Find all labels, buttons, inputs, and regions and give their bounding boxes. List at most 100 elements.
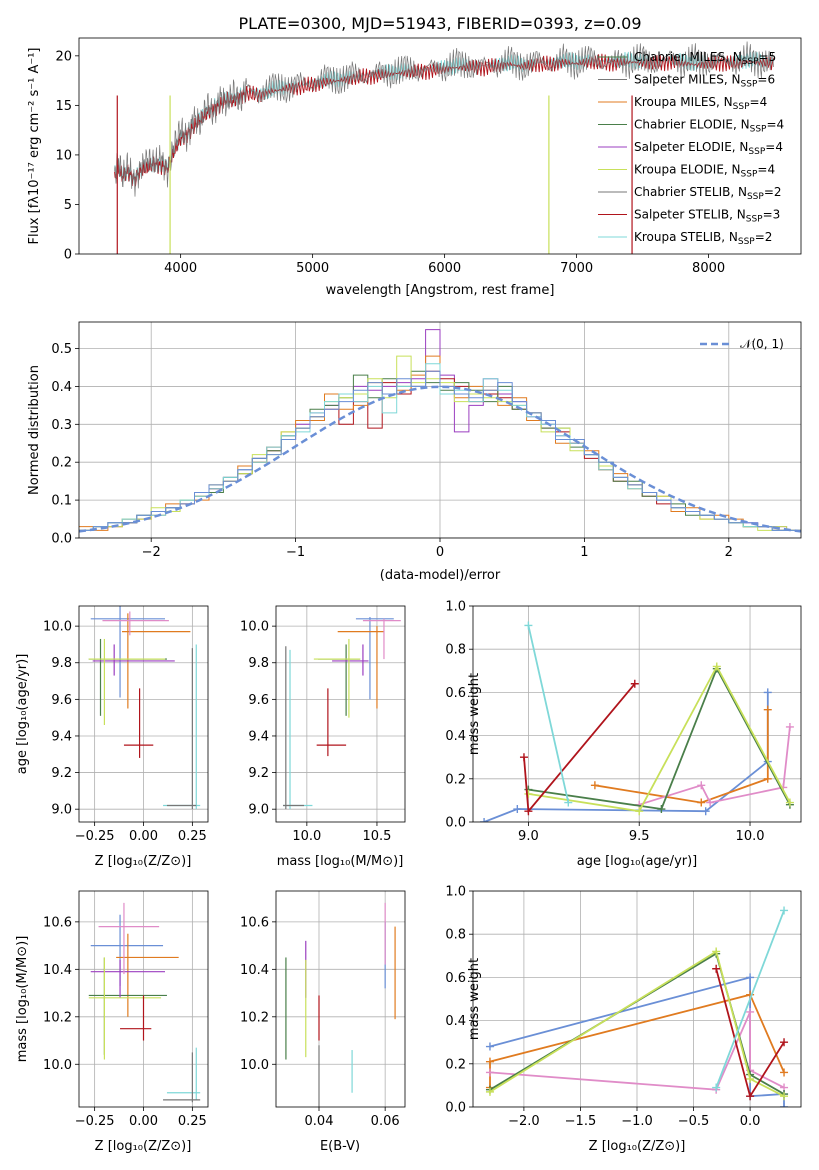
y-tick-label: 10.4	[240, 963, 269, 978]
y-tick-label: 0.6	[445, 686, 466, 701]
weight-point	[513, 805, 522, 814]
weight-point	[712, 662, 721, 671]
x-tick-label: −1.0	[621, 1114, 653, 1129]
axes-frame	[78, 890, 209, 1108]
y-tick-label: 9.0	[248, 803, 269, 818]
y-tick-label: 10.2	[240, 1010, 269, 1025]
y-tick-label: 9.2	[51, 766, 72, 781]
plot-area-residuals	[79, 322, 801, 538]
x-tick-label: −0.25	[75, 1114, 115, 1129]
plot-area-age_vs_Z	[79, 606, 208, 822]
y-tick-label: 9.4	[51, 729, 72, 744]
histogram-step	[79, 370, 801, 531]
y-axis-label: age [log₁₀(age/yr)]	[15, 654, 30, 775]
legend-label: Chabrier ELODIE, NSSP=4	[634, 118, 784, 135]
weight-point	[524, 789, 533, 798]
plot-area-mass_vs_ebv	[276, 891, 405, 1107]
y-tick-label: 0	[64, 248, 72, 263]
weight-point	[763, 705, 772, 714]
y-tick-label: 0.0	[445, 1101, 466, 1116]
weight-point	[780, 1103, 789, 1107]
y-tick-label: 0.6	[445, 971, 466, 986]
weight-point	[780, 1092, 789, 1101]
legend-label: Chabrier STELIB, NSSP=2	[634, 185, 782, 202]
x-axis-label: (data-model)/error	[380, 568, 501, 583]
weight-point	[746, 973, 755, 982]
y-tick-label: 0.2	[51, 456, 72, 471]
y-tick-label: 10	[55, 148, 72, 163]
y-tick-label: 0.2	[445, 772, 466, 787]
y-tick-label: 10.0	[240, 620, 269, 635]
axes-frame	[275, 605, 406, 823]
y-tick-label: 10.6	[43, 915, 72, 930]
y-tick-label: 9.8	[51, 656, 72, 671]
panel-age_vs_mass: 10.0 10.5 9.0 9.2 9.4 9.6 9.8 10.0 mass [log₁₀(M…	[240, 605, 406, 869]
y-tick-label: 0.5	[51, 342, 72, 357]
weight-point	[763, 774, 772, 783]
y-tick-label: 0.1	[51, 494, 72, 509]
plot-area-age_vs_mass	[276, 606, 405, 822]
axes-frame	[275, 890, 406, 1108]
axes-frame	[78, 605, 209, 823]
x-tick-label: 0.0	[740, 1114, 761, 1129]
y-axis-label: mass weight	[467, 673, 482, 755]
panel-mass_vs_ebv: 0.04 0.06 10.0 10.2 10.4 10.6 E(B-V)	[240, 890, 406, 1154]
weight-point	[480, 818, 489, 822]
y-tick-label: 0.8	[445, 643, 466, 658]
y-tick-label: 10.2	[43, 1010, 72, 1025]
legend-label: 𝒩(0, 1)	[740, 337, 784, 351]
x-tick-label: −0.25	[75, 829, 115, 844]
y-tick-label: 0.8	[445, 928, 466, 943]
weight-point	[519, 753, 528, 762]
normal-curve	[79, 385, 801, 533]
weight-line	[489, 950, 785, 1098]
axes-frame	[78, 37, 802, 255]
x-tick-label: −0.5	[678, 1114, 710, 1129]
weight-point	[706, 798, 715, 807]
legend-label: Kroupa STELIB, NSSP=2	[634, 230, 772, 247]
y-tick-label: 9.2	[248, 766, 269, 781]
weight-line	[528, 666, 791, 810]
weight-point	[785, 798, 794, 807]
x-tick-label: 0.04	[305, 1114, 334, 1129]
x-tick-label: 0.25	[178, 1114, 207, 1129]
x-tick-label: 4000	[164, 261, 197, 276]
legend-label: Chabrier MILES, NSSP=5	[634, 50, 776, 67]
x-tick-label: 0.00	[129, 1114, 158, 1129]
x-axis-label: mass [log₁₀(M/M⊙)]	[277, 854, 404, 869]
y-axis-label: mass [log₁₀(M/M⊙)]	[15, 936, 30, 1063]
x-axis-label: Z [log₁₀(Z/Z⊙)]	[95, 1139, 192, 1154]
weight-line	[715, 910, 785, 1088]
legend-label: Salpeter ELODIE, NSSP=4	[634, 140, 783, 157]
x-axis-label: E(B-V)	[320, 1139, 360, 1154]
weight-point	[701, 807, 710, 816]
y-tick-label: 1.0	[445, 600, 466, 615]
y-tick-label: 10.4	[43, 963, 72, 978]
y-tick-label: 0.4	[445, 729, 466, 744]
weight-point	[524, 807, 533, 816]
weight-point	[712, 1083, 721, 1092]
x-axis-label: Z [log₁₀(Z/Z⊙)]	[95, 854, 192, 869]
weight-point	[697, 781, 706, 790]
x-tick-label: −2	[142, 545, 161, 560]
y-axis-label: Flux [fλ10⁻¹⁷ erg cm⁻² s⁻¹ A⁻¹]	[27, 48, 42, 245]
weight-point	[630, 679, 639, 688]
y-axis-label: mass weight	[467, 958, 482, 1040]
plot-area-spectrum	[114, 41, 774, 254]
weight-point	[635, 807, 644, 816]
weight-point	[780, 906, 789, 915]
x-tick-label: 1	[580, 545, 588, 560]
y-tick-label: 9.6	[51, 693, 72, 708]
y-tick-label: 10.0	[43, 620, 72, 635]
weight-point	[697, 798, 706, 807]
y-tick-label: 9.6	[248, 693, 269, 708]
y-tick-label: 10.6	[240, 915, 269, 930]
y-tick-label: 9.0	[51, 803, 72, 818]
legend-label: Salpeter STELIB, NSSP=3	[634, 208, 780, 225]
panel-age_vs_Z: −0.25 0.00 0.25 9.0 9.2 9.4 9.6 9.8 10.0 Z [log₁₀…	[15, 605, 209, 869]
legend: Chabrier MILES, NSSP=5 Salpeter MILES, NS…	[598, 50, 784, 247]
panel-weight_vs_Z: −2.0 −1.5 −1.0 −0.5 0.0 0.0 0.2 0.4 0.6 0.8 1.0 Z […	[445, 885, 802, 1154]
y-tick-label: 0.3	[51, 418, 72, 433]
y-tick-label: 15	[55, 99, 72, 114]
